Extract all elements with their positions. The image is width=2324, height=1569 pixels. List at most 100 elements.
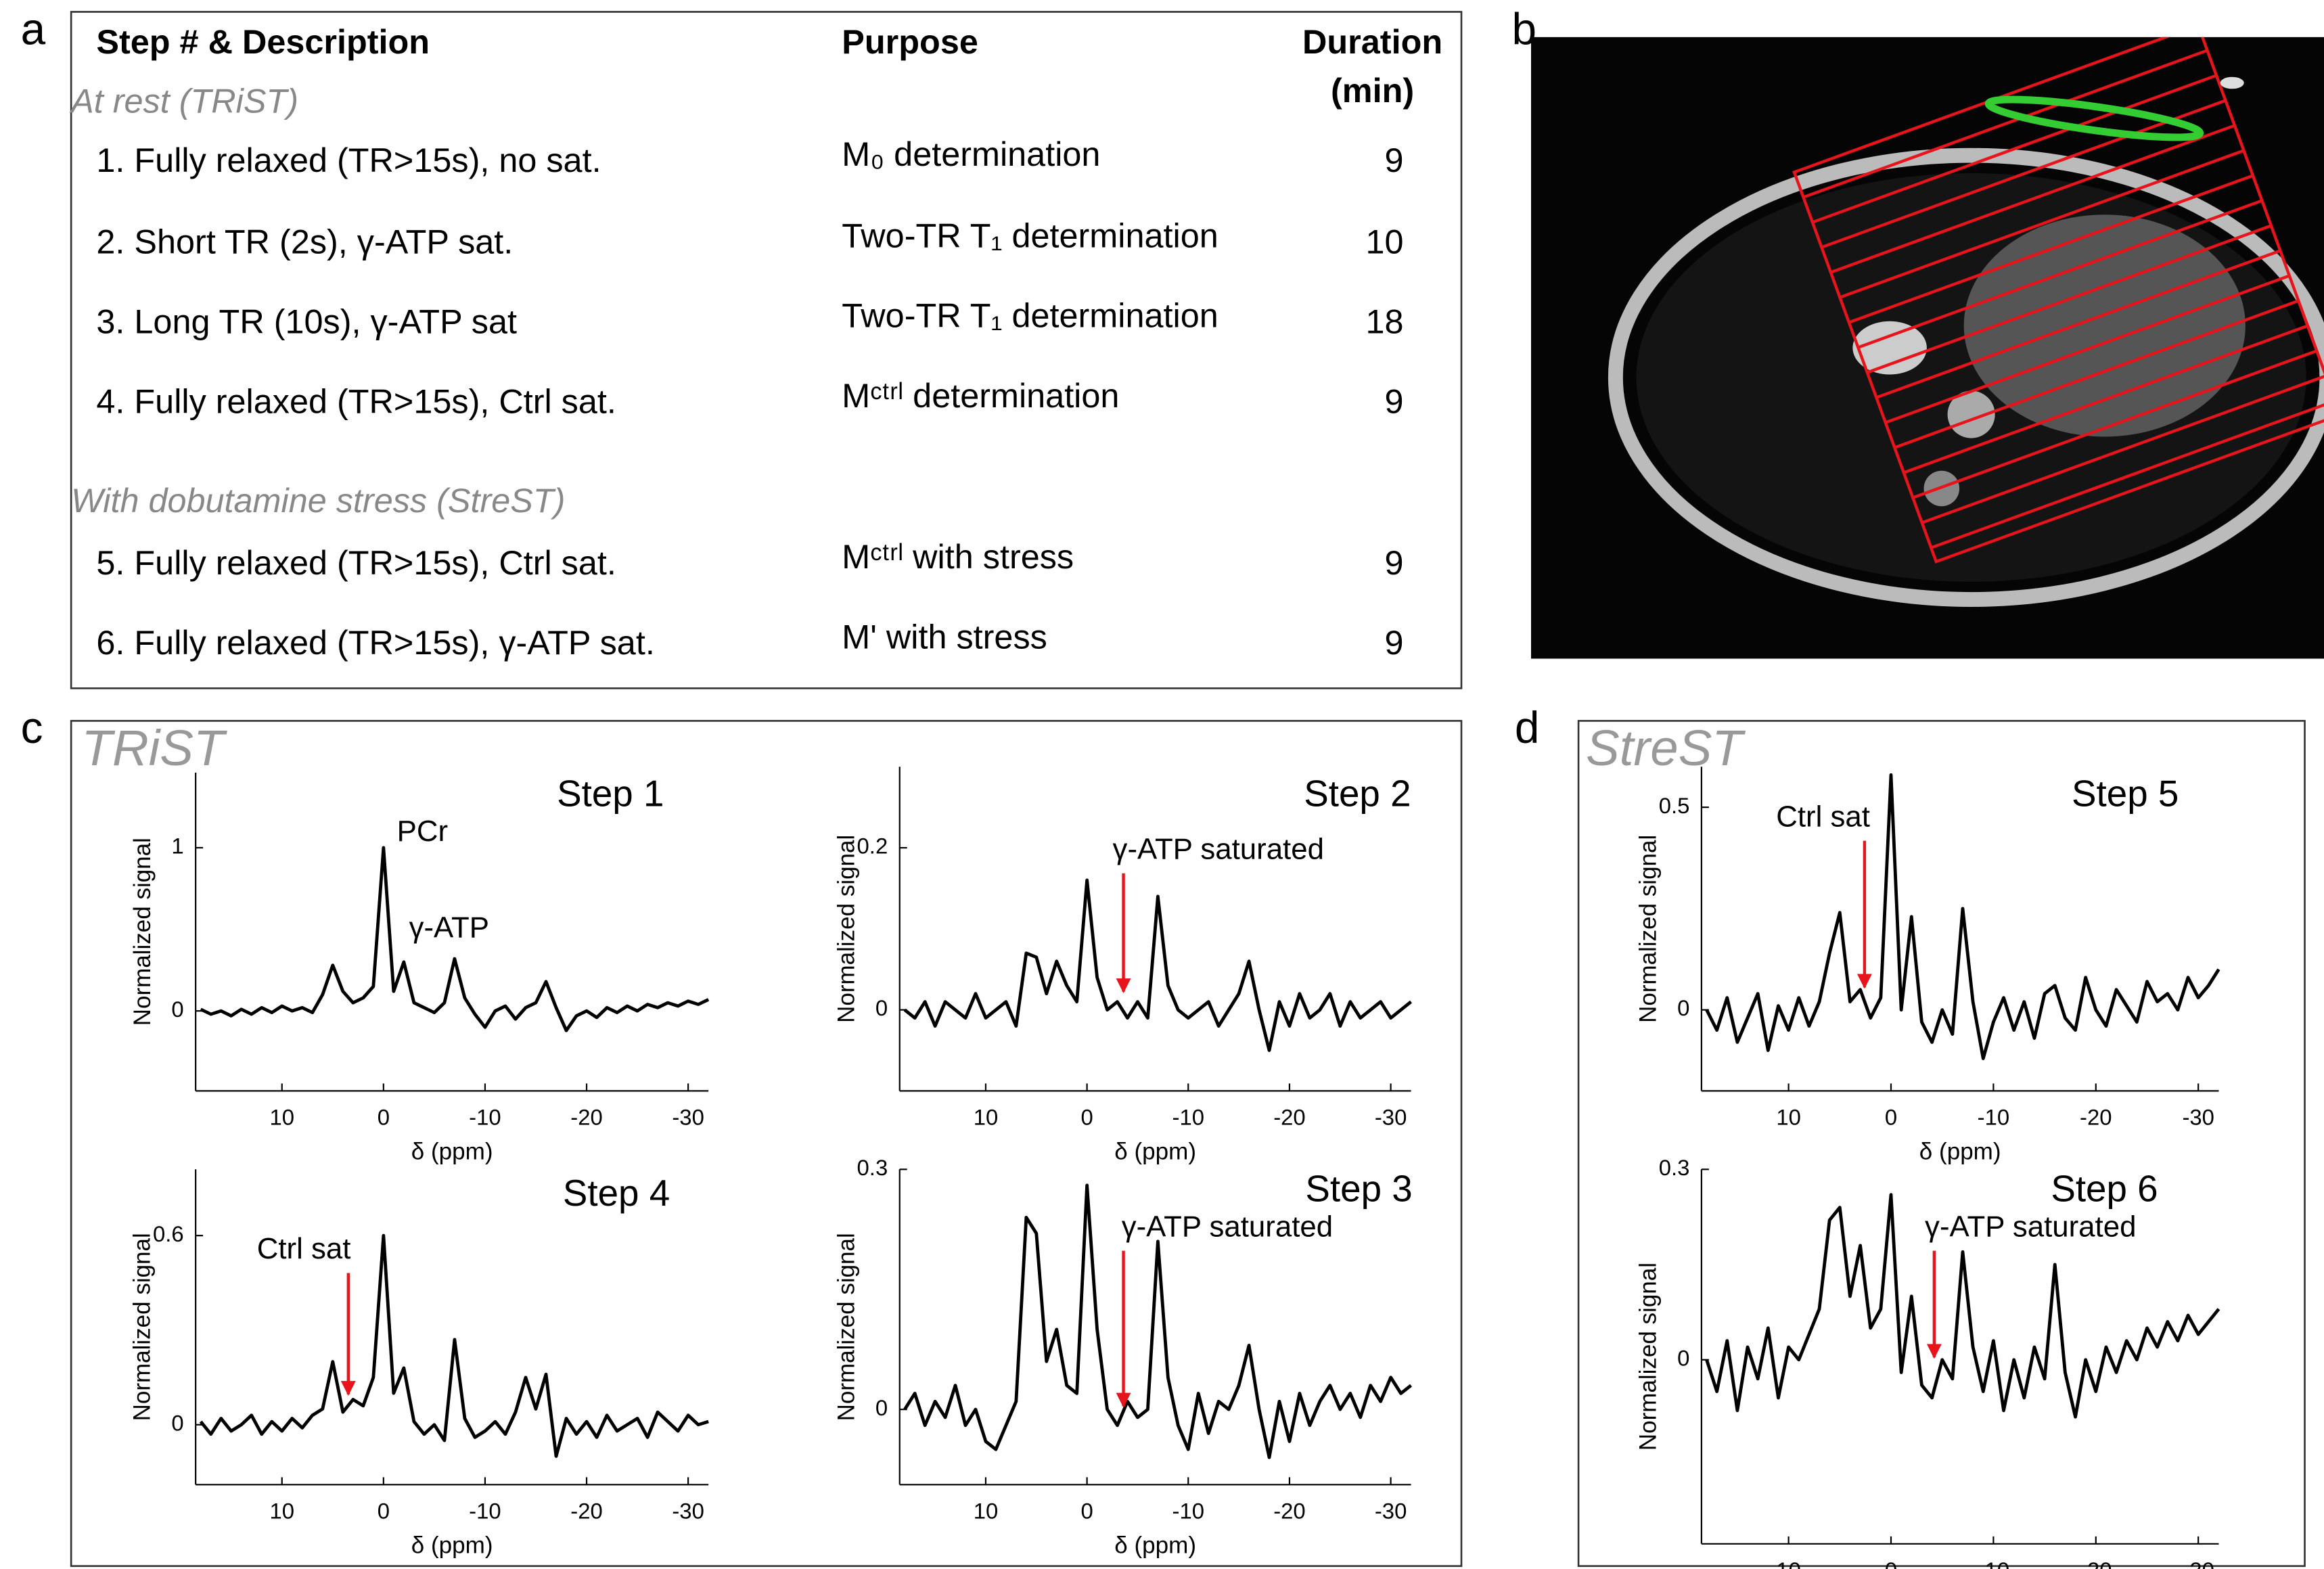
x-axis-label: δ (ppm) <box>411 1139 493 1165</box>
x-tick-label: -10 <box>469 1105 501 1130</box>
duration: 9 <box>1385 623 1404 662</box>
spectrum-line <box>200 846 710 1032</box>
table-header: (min) <box>1331 71 1414 110</box>
panel-label: d <box>1515 703 1540 752</box>
y-tick-label: 0 <box>171 1410 183 1435</box>
x-tick-label: 10 <box>1776 1557 1801 1569</box>
x-axis-label: δ (ppm) <box>1919 1139 2001 1165</box>
x-tick-label: 10 <box>974 1105 999 1130</box>
purpose: Two-TR T₁ determination <box>842 296 1218 335</box>
x-tick-label: 0 <box>1885 1105 1897 1130</box>
x-tick-label: -30 <box>1375 1105 1407 1130</box>
group-title: StreST <box>1586 720 1746 776</box>
y-axis-label: Normalized signal <box>1635 1263 1661 1451</box>
x-axis-label: δ (ppm) <box>411 1532 493 1558</box>
annotation: Ctrl sat <box>257 1232 351 1265</box>
chart-title: Step 2 <box>1304 772 1411 814</box>
spectra: 10 0 -10 -20 -30 0 1 Step 1 δ (ppm) Normalized si… <box>129 767 2220 1569</box>
y-tick-label: 0 <box>1677 995 1689 1020</box>
chart-title: Step 6 <box>2051 1168 2158 1210</box>
x-tick-label: 0 <box>1080 1105 1093 1130</box>
x-tick-label: -10 <box>1978 1105 2009 1130</box>
chart-title: Step 5 <box>2072 772 2179 814</box>
step-description: 1. Fully relaxed (TR>15s), no sat. <box>96 141 601 179</box>
x-tick-label: -10 <box>1172 1499 1204 1524</box>
section-title: With dobutamine stress (StreST) <box>71 481 565 520</box>
duration: 10 <box>1366 222 1404 260</box>
panel-label: a <box>21 5 46 54</box>
x-tick-label: 0 <box>378 1499 390 1524</box>
y-tick-label: 0 <box>171 997 183 1022</box>
x-tick-label: -30 <box>2182 1105 2214 1130</box>
x-tick-label: -10 <box>1978 1557 2009 1569</box>
chart-title: Step 4 <box>563 1172 670 1214</box>
mri-image <box>1530 37 2324 659</box>
x-tick-label: -20 <box>570 1105 602 1130</box>
step-description: 5. Fully relaxed (TR>15s), Ctrl sat. <box>96 543 616 582</box>
x-tick-label: 0 <box>378 1105 390 1130</box>
x-tick-label: -20 <box>570 1499 602 1524</box>
x-tick-label: 0 <box>1885 1557 1897 1569</box>
y-axis-label: Normalized signal <box>833 1233 859 1421</box>
purpose: M' with stress <box>842 617 1047 656</box>
step-description: 3. Long TR (10s), γ-ATP sat <box>96 302 517 340</box>
section-title: At rest (TRiST) <box>69 81 298 120</box>
duration: 18 <box>1366 302 1404 340</box>
y-tick-label: 0.6 <box>153 1221 184 1246</box>
table-header: Step # & Description <box>96 22 430 61</box>
table-header: Duration <box>1302 22 1442 61</box>
annotation: PCr <box>397 815 448 848</box>
chart-title: Step 1 <box>557 772 664 814</box>
duration: 9 <box>1385 141 1404 179</box>
spectrum-line <box>199 1233 709 1458</box>
group-title: TRiST <box>81 720 227 776</box>
y-tick-label: 0.5 <box>1659 793 1690 818</box>
annotation: γ-ATP saturated <box>1122 1210 1333 1243</box>
spectrum-line <box>1705 773 2220 1060</box>
y-axis-label: Normalized signal <box>129 1233 156 1421</box>
x-tick-label: -30 <box>2182 1557 2214 1569</box>
table-header: Purpose <box>842 22 978 61</box>
annotation: γ-ATP saturated <box>1113 833 1324 866</box>
spectrum-line <box>903 1183 1413 1459</box>
x-tick-label: -20 <box>1273 1105 1305 1130</box>
y-tick-label: 0.2 <box>857 834 888 859</box>
purpose: Mᶜᵗʳˡ with stress <box>842 537 1074 576</box>
x-tick-label: -30 <box>672 1105 704 1130</box>
y-axis-label: Normalized signal <box>1635 835 1661 1023</box>
step-description: 4. Fully relaxed (TR>15s), Ctrl sat. <box>96 382 616 421</box>
duration: 9 <box>1385 543 1404 582</box>
y-axis-label: Normalized signal <box>129 838 156 1026</box>
x-tick-label: -20 <box>2080 1557 2112 1569</box>
step-description: 6. Fully relaxed (TR>15s), γ-ATP sat. <box>96 623 654 662</box>
y-tick-label: 0 <box>875 995 888 1020</box>
x-tick-label: -30 <box>672 1499 704 1524</box>
purpose: Mᶜᵗʳˡ determination <box>842 376 1119 415</box>
y-tick-label: 1 <box>171 834 183 859</box>
y-tick-label: 0.3 <box>857 1155 888 1180</box>
y-axis-label: Normalized signal <box>833 835 859 1023</box>
x-tick-label: 0 <box>1080 1499 1093 1524</box>
x-tick-label: -20 <box>2080 1105 2112 1130</box>
spectrum-line <box>903 878 1413 1052</box>
x-tick-label: -10 <box>469 1499 501 1524</box>
panel-a-frame <box>70 11 1463 689</box>
chart-title: Step 3 <box>1305 1168 1412 1210</box>
panel-c-frame <box>70 720 1463 1567</box>
step-description: 2. Short TR (2s), γ-ATP sat. <box>96 222 513 260</box>
x-tick-label: -10 <box>1172 1105 1204 1130</box>
y-tick-label: 0 <box>1677 1345 1689 1370</box>
x-tick-label: 10 <box>974 1499 999 1524</box>
x-axis-label: δ (ppm) <box>1114 1532 1196 1558</box>
annotation: Ctrl sat <box>1776 800 1870 833</box>
y-tick-label: 0.3 <box>1659 1155 1690 1180</box>
x-tick-label: 10 <box>269 1105 294 1130</box>
purpose: Two-TR T₁ determination <box>842 217 1218 255</box>
duration: 9 <box>1385 382 1404 421</box>
x-tick-label: 10 <box>1776 1105 1801 1130</box>
panel-label: c <box>21 703 43 752</box>
spectrum-line <box>1705 1193 2220 1419</box>
annotation: γ-ATP <box>409 911 489 944</box>
y-tick-label: 0 <box>875 1395 888 1420</box>
